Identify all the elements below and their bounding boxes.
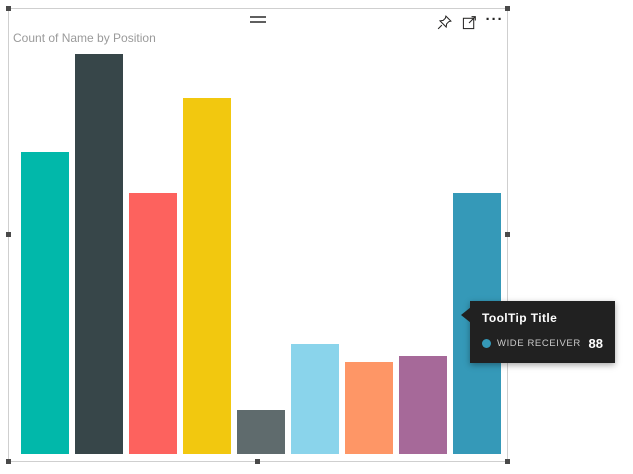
focus-mode-icon[interactable] [461,14,478,31]
resize-handle-e[interactable] [505,232,510,237]
more-options-glyph: ··· [485,10,504,28]
resize-handle-nw[interactable] [6,6,11,11]
drag-handle[interactable] [250,16,266,26]
tooltip-series-label: WIDE RECEIVER [497,338,581,349]
bar[interactable] [75,54,123,454]
bar-chart-plot [21,54,501,454]
visual-header: ··· [436,10,504,31]
tooltip-value: 88 [588,336,603,351]
tooltip: ToolTip Title WIDE RECEIVER 88 [461,301,615,363]
visual-container[interactable]: ··· Count of Name by Position [6,6,510,464]
tooltip-title: ToolTip Title [482,311,558,325]
resize-handle-se[interactable] [505,459,510,464]
resize-handle-s[interactable] [255,459,260,464]
tooltip-arrow [461,307,471,323]
bar[interactable] [21,151,69,454]
bar[interactable] [291,344,339,454]
more-options-icon[interactable]: ··· [485,10,504,31]
bar[interactable] [237,409,285,454]
resize-handle-sw[interactable] [6,459,11,464]
bar[interactable] [345,362,393,454]
bar[interactable] [129,193,177,454]
series-marker-dot [482,339,491,348]
tooltip-row: WIDE RECEIVER 88 [482,336,603,351]
chart-title: Count of Name by Position [13,31,156,45]
bar[interactable] [183,98,231,454]
bar[interactable] [399,356,447,454]
resize-handle-w[interactable] [6,232,11,237]
pin-icon[interactable] [436,14,453,31]
resize-handle-ne[interactable] [505,6,510,11]
